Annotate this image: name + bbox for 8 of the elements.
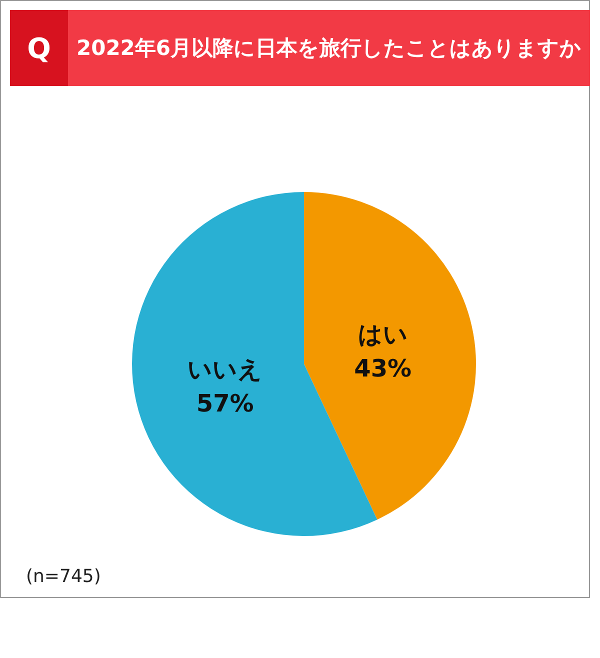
slice-label: はい — [358, 320, 408, 348]
pie-slice — [304, 192, 476, 520]
slice-label: いいえ — [188, 356, 263, 384]
text: (n=745) — [26, 566, 101, 587]
data-label: 57% — [196, 390, 254, 418]
chart-title: 2022年6月以降に日本を旅行したことはありますか — [75, 35, 583, 62]
data-label: 43% — [354, 354, 412, 382]
text: Q — [10, 10, 68, 86]
